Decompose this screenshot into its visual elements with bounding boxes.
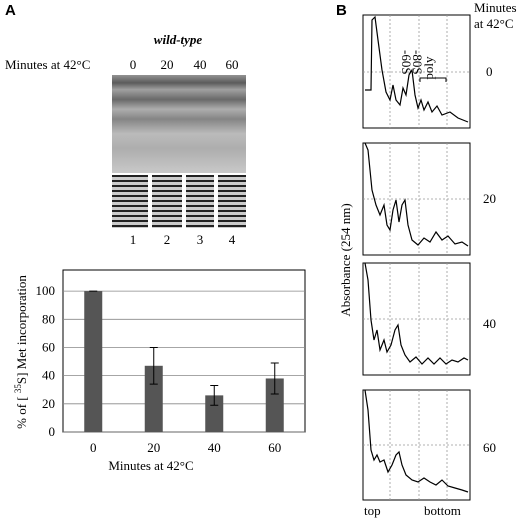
- profile-time: 0: [486, 64, 493, 79]
- panel-label: B: [336, 2, 347, 19]
- gel-image: [112, 175, 246, 228]
- panel-label: A: [5, 2, 16, 19]
- lane-number: 1: [130, 232, 137, 247]
- peak-label: -80S: [410, 50, 425, 75]
- error-bar: [270, 362, 279, 395]
- lane-number: 2: [164, 232, 171, 247]
- x-tick-label: 20: [147, 440, 160, 455]
- bar: [205, 395, 224, 432]
- strain-label: wild-type: [154, 32, 203, 47]
- bar: [265, 378, 284, 432]
- lane-number: 4: [229, 232, 236, 247]
- gradient-bottom: bottom: [424, 503, 461, 518]
- error-bar: [210, 385, 219, 406]
- x-tick-label: 0: [90, 440, 97, 455]
- bar: [84, 291, 103, 432]
- gel-time: 40: [194, 57, 207, 72]
- profile-panel: [362, 262, 471, 376]
- gel-time-label: Minutes at 42°C: [5, 57, 90, 72]
- profile-panel: [362, 142, 471, 256]
- y-tick-label: 60: [42, 339, 55, 354]
- y-axis-label: % of [ 35S] Met incorporation: [13, 275, 29, 429]
- gel-time: 0: [130, 57, 137, 72]
- y-tick-label: 20: [42, 396, 55, 411]
- profile-y-label: Absorbance (254 nm): [338, 203, 353, 316]
- profile-time: 40: [483, 316, 496, 331]
- x-axis-label: Minutes at 42°C: [108, 458, 193, 473]
- profile-panel: [362, 389, 471, 501]
- poly-label: poly: [421, 56, 436, 80]
- gradient-top: top: [364, 503, 381, 518]
- lane-gap: [182, 175, 186, 228]
- gel-time: 20: [161, 57, 174, 72]
- y-tick-label: 0: [49, 424, 56, 439]
- gel-image: [112, 75, 246, 173]
- lane-number: 3: [197, 232, 204, 247]
- y-tick-label: 80: [42, 311, 55, 326]
- lane-gap: [148, 175, 152, 228]
- profile-time-label: Minutes: [474, 0, 517, 15]
- profile-time: 60: [483, 440, 496, 455]
- x-tick-label: 60: [268, 440, 281, 455]
- y-tick-label: 40: [42, 368, 55, 383]
- profile-time-label: at 42°C: [474, 16, 514, 31]
- error-bar: [149, 346, 158, 385]
- gel-time: 60: [226, 57, 239, 72]
- y-tick-label: 100: [36, 283, 56, 298]
- x-tick-label: 40: [208, 440, 221, 455]
- profile-time: 20: [483, 191, 496, 206]
- profile-panel: [362, 14, 471, 129]
- peak-label: -60S: [399, 50, 414, 75]
- bar: [144, 365, 163, 432]
- lane-gap: [214, 175, 218, 228]
